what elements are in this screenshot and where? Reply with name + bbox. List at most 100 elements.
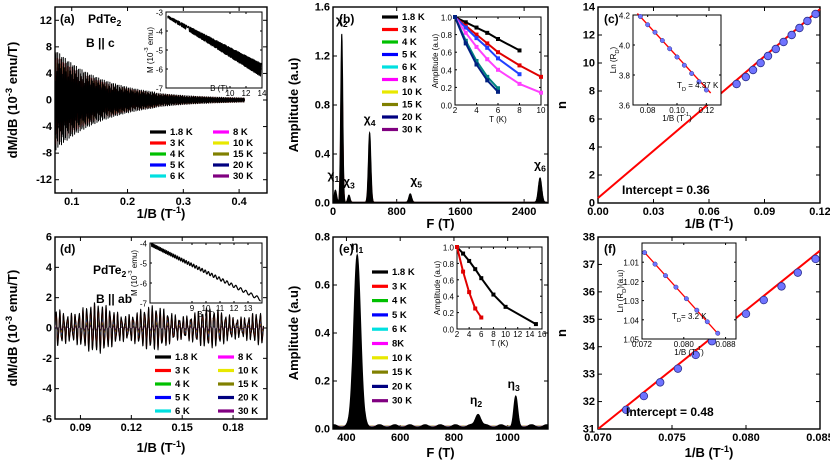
inset-d: 9 10 11 12 13 -4 -5 -6 -7 B (T) M (10-3 emu) xyxy=(128,240,263,319)
y-tick-label: 1.03 xyxy=(623,297,639,306)
y-tick-label: -5 xyxy=(156,47,164,56)
legend-label: 15 K xyxy=(402,100,422,111)
legend-label: 1.8 K xyxy=(392,267,415,278)
fft-trace xyxy=(333,156,548,203)
y-tick-label: 6 xyxy=(46,232,52,244)
inset-y-label: Ln (RD)(a.u) xyxy=(616,269,628,312)
y-tick-label: 0.4 xyxy=(315,328,331,340)
oscillation-traces xyxy=(55,302,264,354)
legend-label: 5 K xyxy=(170,160,185,171)
legend-label: 30 K xyxy=(233,171,253,182)
y-tick-label: 0.4 xyxy=(441,66,453,75)
field-direction: B || c xyxy=(86,36,115,50)
peak-label: η3 xyxy=(508,377,520,393)
data-point xyxy=(756,58,765,68)
inset-marker xyxy=(496,89,500,94)
inset-point xyxy=(642,250,648,256)
y-axis-label: n xyxy=(554,101,569,109)
x-tick-label: 0.4 xyxy=(231,196,247,208)
inset-point xyxy=(715,330,721,336)
y-tick-label: 0.8 xyxy=(315,232,330,244)
inset-point xyxy=(645,22,651,28)
inset-x-label: T (K) xyxy=(489,115,507,124)
x-tick-label: 0.2 xyxy=(120,196,135,208)
inset-point xyxy=(652,29,658,35)
legend-label: 4 K xyxy=(402,37,417,48)
inset-marker xyxy=(485,45,490,50)
x-tick-label: 0.088 xyxy=(716,340,737,349)
x-tick-label: 10 xyxy=(202,304,211,313)
plot-frame xyxy=(597,236,821,430)
fft-trace xyxy=(333,174,548,203)
y-tick-label: 38 xyxy=(583,232,595,244)
fft-traces xyxy=(333,33,548,203)
x-tick-label: 14 xyxy=(525,330,534,339)
x-axis-label: F (T) xyxy=(426,445,454,460)
y-tick-label: 0.8 xyxy=(441,31,453,40)
inset-point xyxy=(673,284,679,290)
data-point xyxy=(691,350,700,360)
inset-marker xyxy=(485,78,490,83)
x-tick-label: 8 xyxy=(491,330,496,339)
legend-label: 6 K xyxy=(402,62,417,73)
y-tick-label: 1.04 xyxy=(623,316,639,325)
x-tick-label: 0.10 xyxy=(669,106,685,115)
x-tick-label: 12 xyxy=(230,304,239,313)
inset-marker xyxy=(485,57,490,62)
x-tick-label: 6 xyxy=(496,106,501,115)
y-tick-label: -3 xyxy=(156,9,164,18)
inset-y-label: M (10-3 emu) xyxy=(128,250,139,296)
inset-marker xyxy=(461,251,466,256)
inset-f: 0.072 0.080 0.088 1.01 1.02 1.03 1.04 1.05 1/B (… xyxy=(616,242,737,357)
inset-marker xyxy=(474,59,479,63)
panel-b: 0 800 1600 2400 0.0 0.4 0.8 1.2 1.6 χ1 χ2 χ3 χ4 χ5 χ6 A… xyxy=(286,2,549,231)
y-tick-label: 0.2 xyxy=(315,376,330,388)
legend-label: 20 K xyxy=(402,112,422,123)
y-tick-label: 0.8 xyxy=(443,260,455,269)
y-tick-label: -4 xyxy=(140,240,148,249)
peak-label: χ5 xyxy=(410,173,422,189)
x-tick-label: 2 xyxy=(455,330,460,339)
plot-frame xyxy=(641,242,737,340)
peak-label: χ6 xyxy=(534,158,546,174)
y-tick-label: 1.02 xyxy=(623,278,639,287)
legend-label: 10 K xyxy=(233,138,253,149)
data-point xyxy=(795,23,804,33)
y-tick-label: -7 xyxy=(140,300,148,309)
x-tick-label: 10 xyxy=(537,106,546,115)
y-tick-label: 32 xyxy=(583,396,595,408)
y-axis-label: n xyxy=(554,329,569,337)
y-tick-label: 0.4 xyxy=(443,293,455,302)
legend-label: 4 K xyxy=(392,296,407,307)
inset-point xyxy=(696,79,702,85)
x-axis-label: 1/B (T-1) xyxy=(137,439,186,455)
inset-marker xyxy=(463,30,468,35)
inset-point xyxy=(689,71,695,76)
y-tick-label: 1.05 xyxy=(623,336,639,345)
x-tick-label: 0.1 xyxy=(64,196,79,208)
x-tick-label: 9 xyxy=(190,304,195,313)
inset-point xyxy=(674,54,680,60)
data-point xyxy=(673,364,683,373)
inset-marker xyxy=(463,41,468,46)
x-tick-label: 0.09 xyxy=(70,422,91,434)
y-tick-label: -12 xyxy=(36,174,52,186)
data-point xyxy=(748,65,758,75)
peak-label: χ1 xyxy=(328,168,340,184)
legend-label: 5 K xyxy=(175,393,190,404)
inset-marker xyxy=(517,72,522,77)
fft-trace xyxy=(333,138,548,203)
inset-marker xyxy=(517,63,522,68)
y-tick-label: 2 xyxy=(589,170,595,182)
y-tick-label: 1.01 xyxy=(623,259,639,268)
y-tick-label: 3.8 xyxy=(619,72,631,81)
x-tick-label: 0.09 xyxy=(754,206,775,218)
x-tick-label: 6 xyxy=(479,330,484,339)
legend-label: 10 K xyxy=(238,366,258,377)
panel-c: 0.00 0.03 0.06 0.09 0.12 0 2 4 6 8 10 12 14 n 1/B (T-1… xyxy=(554,2,830,232)
y-tick-label: -4 xyxy=(42,121,53,133)
x-tick-label: 0 xyxy=(330,206,336,218)
y-tick-label: 31 xyxy=(583,424,595,436)
x-axis-label: 1/B (T-1) xyxy=(685,215,734,231)
